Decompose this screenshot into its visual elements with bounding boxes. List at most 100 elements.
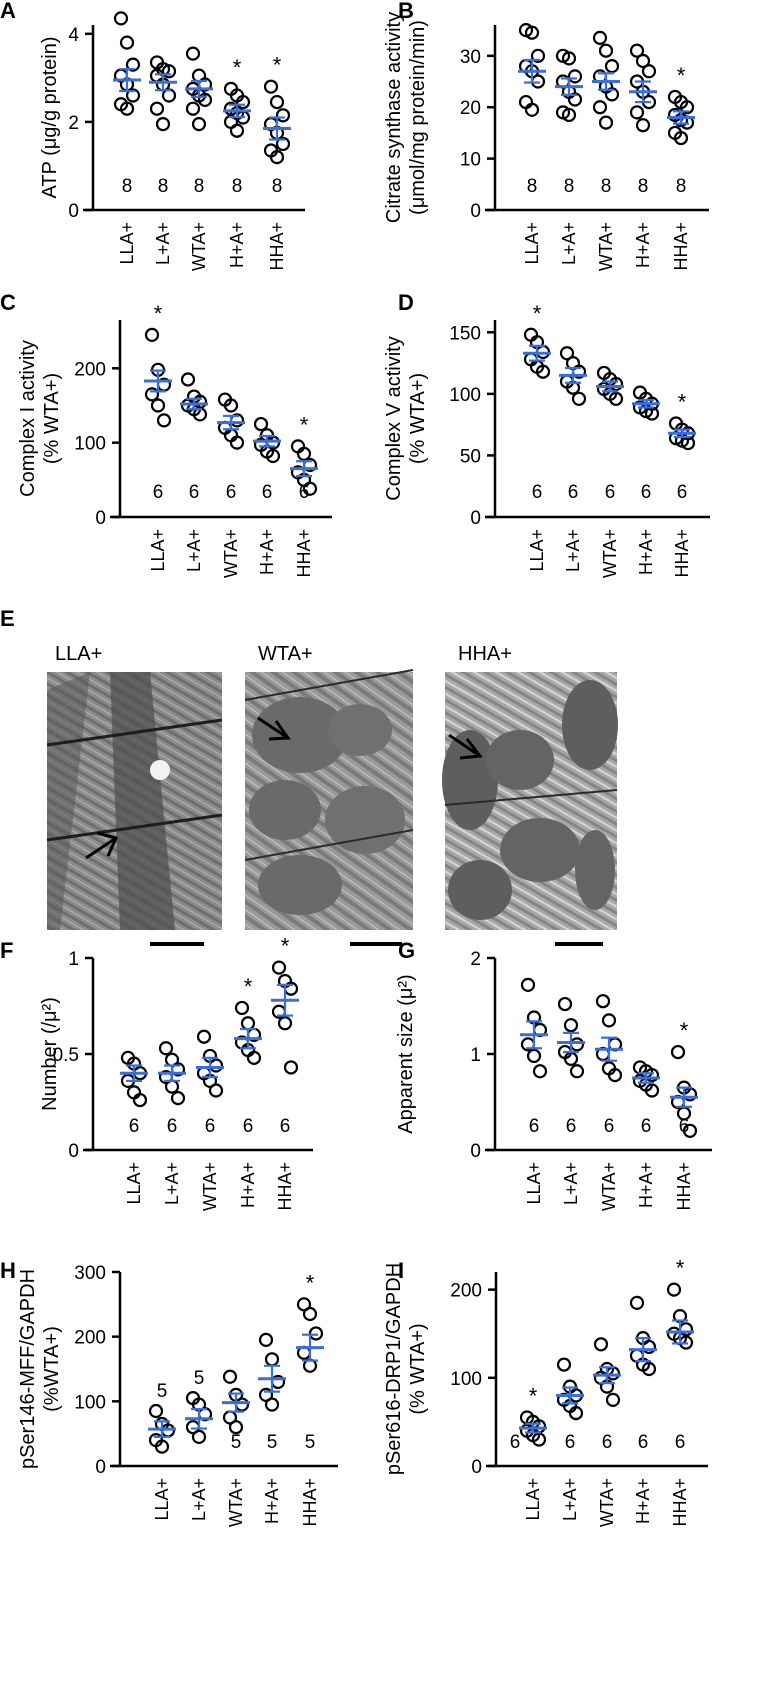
data-point-c (296, 446, 312, 461)
y-tick-label-d: 100 (449, 385, 481, 406)
n-label-h: 5 (194, 1368, 205, 1389)
data-point-h (302, 1306, 318, 1322)
panel-letter-b: B (398, 0, 414, 23)
data-point-b (679, 100, 695, 115)
n-label-d: 6 (677, 482, 688, 503)
n-label-i: 6 (602, 1432, 613, 1453)
category-label-f: H+A+ (238, 1162, 258, 1208)
data-point-b (635, 118, 651, 133)
category-label-i: LLA+ (523, 1478, 543, 1521)
n-label-h: 5 (157, 1381, 168, 1402)
y-tick-label-f: 0.5 (53, 1045, 79, 1066)
y-tick-label-h: 100 (74, 1392, 106, 1413)
data-point-g (569, 1037, 585, 1052)
significance-star-b: * (677, 63, 686, 88)
category-label-g: H+A+ (636, 1162, 656, 1208)
data-point-h (228, 1420, 244, 1435)
significance-star-i: * (676, 1256, 685, 1281)
data-point-b (524, 25, 540, 40)
data-point-f (170, 1091, 186, 1106)
y-axis-label-a: ATP (μg/g protein) (39, 37, 61, 199)
data-point-c (265, 448, 281, 464)
n-label-i: 6 (638, 1432, 649, 1453)
data-point-g (563, 1018, 579, 1033)
n-label-d: 6 (532, 482, 543, 503)
data-point-a (113, 11, 129, 26)
panel-letter-i: I (398, 1258, 404, 1283)
y-tick-label-c: 100 (74, 434, 106, 455)
category-label-g: L+A+ (561, 1162, 581, 1205)
data-point-g (607, 1068, 623, 1083)
panel-d: D 0 50 100 150 Complex V activity (% WTA+) LLA+… (383, 290, 710, 578)
category-label-b: H+A+ (633, 222, 653, 268)
y-tick-label-c: 0 (95, 508, 106, 529)
data-point-c (253, 416, 269, 432)
data-point-b (561, 107, 577, 123)
micrograph-label-hha: HHA+ (458, 643, 512, 665)
n-label-c: 6 (299, 482, 310, 503)
data-point-c (180, 372, 196, 387)
category-label-h: LLA+ (152, 1478, 172, 1521)
y-axis-label-i: (% WTA+) (407, 1323, 429, 1414)
y-tick-label-b: 30 (460, 47, 481, 68)
data-point-a (185, 101, 201, 116)
category-label-g: HHA+ (674, 1162, 694, 1211)
data-point-a (229, 123, 245, 138)
data-point-b (629, 43, 645, 58)
n-label-f: 6 (243, 1116, 254, 1137)
y-tick-label-c: 200 (74, 359, 106, 380)
data-point-f (132, 1092, 148, 1108)
n-label-g: 6 (529, 1116, 540, 1137)
panel-g: G 0 1 2 Apparent size (μ²) LLA+ L+A+ WTA+ H+A+ HH… (395, 938, 712, 1211)
n-label-i: 6 (510, 1432, 521, 1453)
data-point-b (567, 92, 583, 107)
micrograph-label-lla: LLA+ (55, 643, 102, 665)
panel-h: H 0 100 200 300 pSer146-MFF/GAPDH (%WTA+) LLA+ L… (0, 1258, 338, 1527)
data-point-a (197, 92, 213, 107)
data-point-b (635, 53, 651, 69)
category-label-f: L+A+ (162, 1162, 182, 1205)
y-axis-label-h: pSer146-MFF/GAPDH (17, 1269, 39, 1469)
y-axis-label-h: (%WTA+) (41, 1326, 63, 1412)
panel-letter-g: G (398, 938, 415, 963)
panel-letter-d: D (398, 290, 414, 315)
n-label-c: 6 (153, 482, 164, 503)
n-label-i: 6 (675, 1432, 686, 1453)
n-label-b: 8 (601, 176, 612, 197)
data-point-h (148, 1403, 164, 1419)
n-label-g: 6 (566, 1116, 577, 1137)
y-axis-label-d: Complex V activity (383, 336, 405, 501)
data-point-g (670, 1044, 686, 1060)
n-label-h: 5 (305, 1432, 316, 1453)
y-axis-label-c: Complex I activity (17, 340, 39, 497)
data-point-b (673, 130, 689, 146)
category-label-a: LLA+ (117, 222, 137, 265)
data-point-b (592, 30, 608, 45)
y-tick-label-h: 300 (74, 1263, 106, 1284)
significance-star-c: * (300, 412, 309, 437)
y-axis-label-c: (% WTA+) (41, 373, 63, 464)
n-label-a: 8 (158, 176, 169, 197)
data-point-c (150, 398, 166, 413)
category-label-g: LLA+ (524, 1162, 544, 1205)
data-point-g (532, 1064, 548, 1079)
n-label-b: 8 (527, 176, 538, 197)
data-point-f (208, 1083, 224, 1098)
significance-star-d: * (678, 389, 687, 414)
significance-star-f: * (244, 974, 253, 999)
data-point-a (161, 64, 177, 79)
significance-star-g: * (680, 1018, 689, 1043)
data-point-d (608, 391, 624, 406)
data-point-i (605, 1392, 621, 1407)
micrograph-hha (442, 672, 618, 946)
significance-star-a: * (273, 53, 282, 78)
data-point-c (144, 327, 160, 342)
data-point-f (234, 1000, 250, 1016)
y-tick-label-f: 0 (68, 1141, 79, 1162)
n-label-h: 5 (231, 1432, 242, 1453)
n-label-g: 6 (679, 1116, 690, 1137)
significance-star-a: * (233, 55, 242, 80)
category-label-b: L+A+ (559, 222, 579, 265)
y-tick-label-h: 200 (74, 1328, 106, 1349)
data-point-a (149, 101, 165, 116)
